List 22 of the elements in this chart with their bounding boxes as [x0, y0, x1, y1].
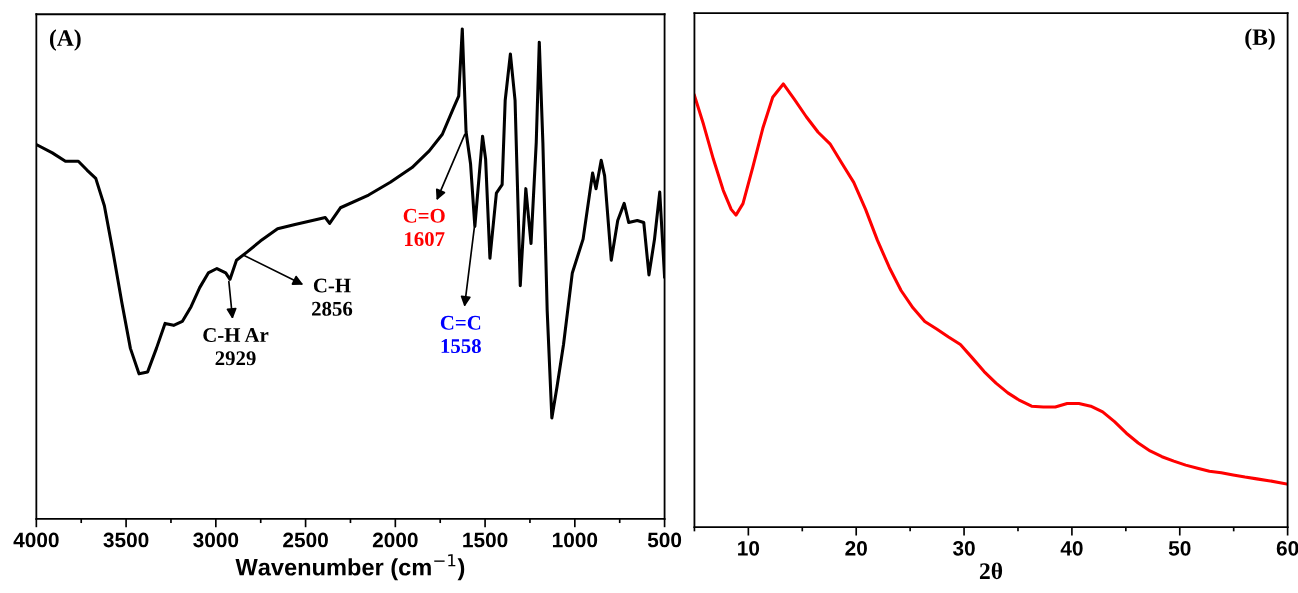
x-tick-label: 50	[1168, 540, 1191, 556]
annotation: C-H Ar 2929	[203, 328, 269, 366]
x-tick-label: 1000	[552, 532, 598, 548]
x-tick-label: 2500	[283, 532, 328, 548]
x-tick-label: 40	[1060, 540, 1083, 556]
x-tick-label: 3000	[193, 532, 239, 548]
x-tick-label: 1500	[463, 532, 508, 548]
x-tick-label: 30	[952, 540, 975, 556]
annotation: C-H 2856	[312, 278, 353, 316]
x-axis-title: 2θ	[979, 562, 1003, 580]
x-tick-label: 4000	[13, 532, 59, 548]
annotation: C=O 1607	[403, 208, 445, 247]
x-tick-label: 60	[1276, 540, 1298, 556]
chart-title: (A)	[49, 29, 81, 51]
x-axis-title: Wavenumber (cm$^{−1}$)	[235, 554, 465, 581]
x-tick-label: 3500	[103, 532, 149, 548]
annotation: C=C 1558	[440, 315, 481, 354]
x-tick-label: 2000	[372, 532, 418, 548]
x-tick-label: 20	[845, 540, 867, 556]
x-tick-label: 10	[738, 540, 760, 556]
chart-title: (B)	[1245, 28, 1275, 50]
x-tick-label: 500	[647, 532, 682, 548]
